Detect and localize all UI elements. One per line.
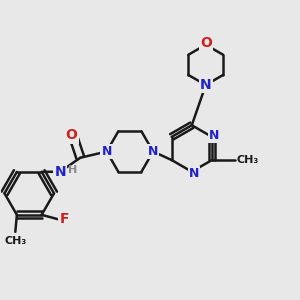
Text: O: O (66, 128, 78, 142)
Text: F: F (59, 212, 69, 226)
Text: CH₃: CH₃ (5, 236, 27, 247)
Text: N: N (148, 145, 158, 158)
Text: H: H (68, 165, 77, 175)
Text: N: N (189, 167, 200, 180)
Text: N: N (54, 165, 66, 179)
Text: N: N (209, 129, 220, 142)
Text: N: N (101, 145, 112, 158)
Text: O: O (200, 36, 212, 50)
Text: CH₃: CH₃ (237, 155, 259, 165)
Text: N: N (200, 78, 212, 92)
